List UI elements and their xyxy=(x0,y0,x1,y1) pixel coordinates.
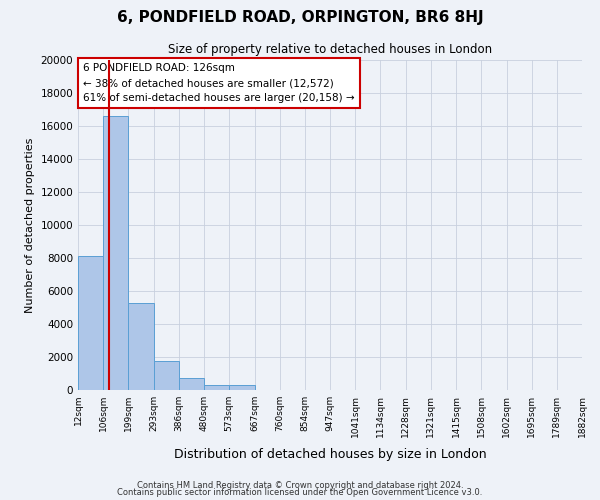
Bar xyxy=(78,256,103,390)
Text: 6 PONDFIELD ROAD: 126sqm
← 38% of detached houses are smaller (12,572)
61% of se: 6 PONDFIELD ROAD: 126sqm ← 38% of detach… xyxy=(83,64,355,103)
Bar xyxy=(229,385,254,390)
Text: Contains public sector information licensed under the Open Government Licence v3: Contains public sector information licen… xyxy=(118,488,482,497)
Bar xyxy=(179,378,204,390)
Bar xyxy=(103,116,128,390)
Text: Contains HM Land Registry data © Crown copyright and database right 2024.: Contains HM Land Registry data © Crown c… xyxy=(137,480,463,490)
Y-axis label: Number of detached properties: Number of detached properties xyxy=(25,138,35,312)
X-axis label: Distribution of detached houses by size in London: Distribution of detached houses by size … xyxy=(173,448,487,461)
Text: 6, PONDFIELD ROAD, ORPINGTON, BR6 8HJ: 6, PONDFIELD ROAD, ORPINGTON, BR6 8HJ xyxy=(116,10,484,25)
Title: Size of property relative to detached houses in London: Size of property relative to detached ho… xyxy=(168,43,492,56)
Bar xyxy=(204,385,229,390)
Bar xyxy=(128,302,154,390)
Bar xyxy=(154,361,179,390)
